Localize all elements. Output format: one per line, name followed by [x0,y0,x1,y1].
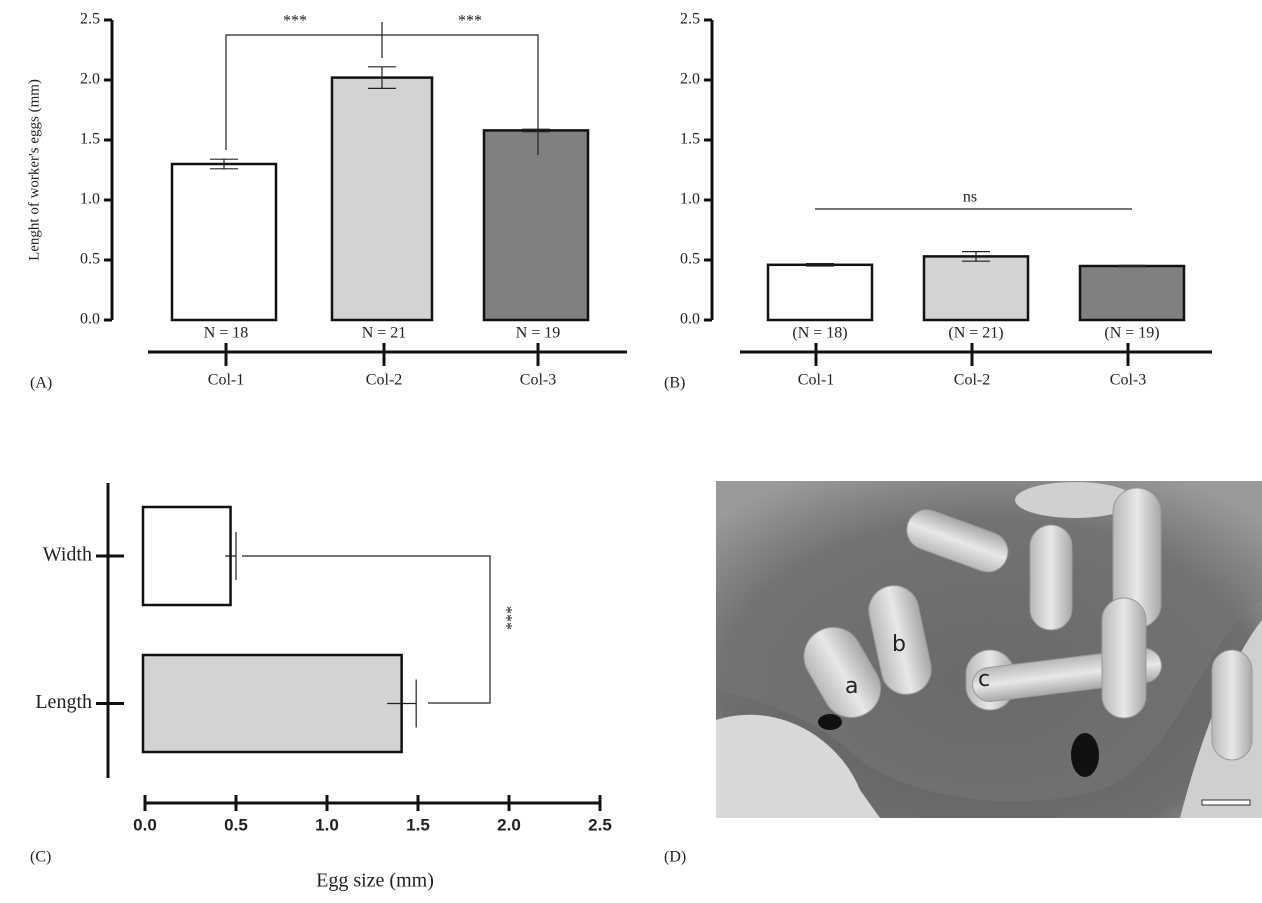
significance-bracket [225,22,539,155]
panel-label: (D) [664,849,686,866]
x-tick-label: Col-1 [798,372,834,389]
y-tick-label: 2.0 [80,71,100,88]
y-tick-label: 1.5 [680,131,700,148]
x-tick-label: Col-3 [1110,372,1146,389]
y-tick-label: 0.0 [80,311,100,328]
annotation: *** [497,606,514,630]
y-tick-label: Width [43,544,92,566]
x-tick-label: 1.5 [406,815,430,834]
egg [1101,597,1147,719]
n-label: N = 18 [204,325,249,342]
eggs [803,487,1253,761]
y-tick-label: 1.5 [80,131,100,148]
x-tick-label: 2.0 [497,815,521,834]
photo-hole [818,714,842,730]
panel-label: (A) [30,375,52,392]
x-axis-label: Egg size (mm) [316,870,434,892]
n-label: N = 19 [516,325,561,342]
error-bar [225,532,237,580]
bar [1078,264,1186,322]
panel-label: (C) [30,849,51,866]
error-bar [368,66,396,89]
egg [1029,524,1073,631]
photo: a b c (D) [664,481,1262,866]
bar [330,76,434,322]
x-tick-label: 2.5 [588,815,612,834]
panel-label: (B) [664,375,685,392]
bar [922,255,1030,322]
x-tick-label: 1.0 [315,815,339,834]
y-tick-label: 1.0 [680,191,700,208]
annotation: *** [458,13,482,30]
error-bar [387,679,417,728]
n-label: (N = 18) [792,325,847,342]
annotation: *** [283,13,307,30]
photo-hole [1071,733,1099,777]
y-axis-label: Lenght of worker's eggs (mm) [26,79,42,261]
annotation: ns [963,189,977,206]
bar [766,263,874,322]
error-bar [1118,264,1146,268]
error-bar [210,158,238,170]
y-tick-label: 0.5 [80,251,100,268]
y-tick-label: Length [35,691,92,713]
egg-label: c [978,667,990,692]
x-tick-label: Col-1 [208,372,244,389]
error-bar [962,251,990,262]
y-tick-label: 2.5 [80,11,100,28]
n-label: N = 21 [362,325,407,342]
y-tick-label: 2.0 [680,71,700,88]
significance-bracket [242,555,491,704]
bar [141,653,403,754]
y-tick-label: 1.0 [80,191,100,208]
egg [906,509,1009,573]
n-label: (N = 19) [1104,325,1159,342]
egg-label: b [892,632,906,657]
bar [482,129,590,322]
x-tick-label: Col-3 [520,372,556,389]
y-tick-label: 2.5 [680,11,700,28]
egg [1211,649,1253,761]
error-bar [522,128,550,133]
x-tick-label: Col-2 [366,372,402,389]
egg-label: a [845,674,858,699]
n-label: (N = 21) [948,325,1003,342]
bar [141,505,232,607]
y-tick-label: 0.5 [680,251,700,268]
egg [868,585,932,695]
y-tick-label: 0.0 [680,311,700,328]
error-bar [806,263,834,267]
photo-membrane [716,714,880,818]
bar [170,162,278,322]
x-tick-label: 0.5 [224,815,248,834]
scale-bar [1201,799,1251,806]
photo-membrane [1015,482,1135,518]
egg [803,626,881,718]
x-tick-label: 0.0 [133,815,157,834]
x-tick-label: Col-2 [954,372,990,389]
